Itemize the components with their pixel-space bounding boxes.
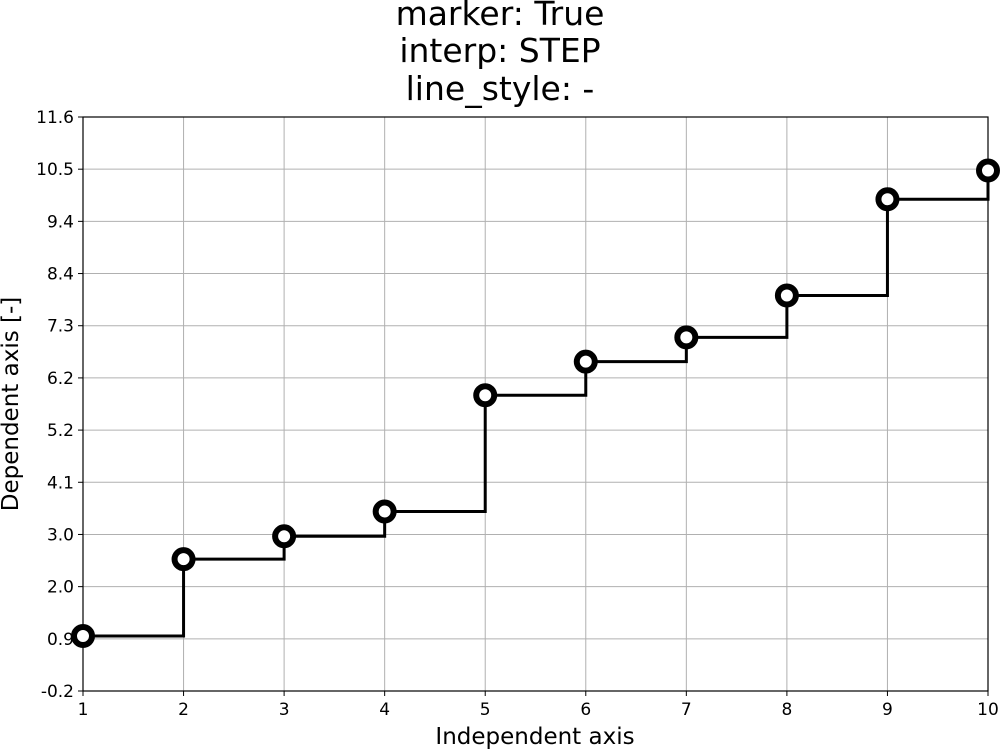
y-tick-label: 8.4 [47,265,74,285]
data-point-marker [473,383,498,408]
grid-lines [82,116,989,692]
data-point-marker [774,283,799,308]
y-tick-label: 5.2 [47,421,74,441]
data-point-marker [674,325,699,350]
y-tick-label: 0.9 [47,630,74,650]
data-point-marker [372,499,397,524]
y-tick-label: 3.0 [47,525,74,545]
x-tick-label: 8 [781,700,792,720]
data-point-marker [71,624,95,649]
data-point-marker [573,349,598,374]
y-tick-label: 6.2 [47,369,74,389]
series-step-line [83,170,990,638]
y-tick-label: 10.5 [36,160,74,180]
y-axis-label: Dependent axis [-] [0,297,24,511]
y-tick-label: 11.6 [36,108,74,128]
title-line-2: interp: STEP [399,31,600,70]
y-tick-label: 2.0 [47,578,74,598]
data-point-marker [976,158,1000,183]
x-tick-label: 2 [178,700,189,720]
title-line-1: marker: True [396,0,605,33]
y-tick-label: 7.3 [47,317,74,337]
x-tick-label: 5 [480,700,491,720]
x-axis-label: Independent axis [435,724,634,750]
chart-title: marker: True interp: STEP line_style: - [396,0,605,108]
x-tick-label: 3 [279,700,290,720]
x-tick-label: 10 [977,700,999,720]
y-tick-label: 9.4 [47,212,74,232]
data-point-marker [875,187,900,212]
x-axis-ticks: 1 2 3 4 5 6 7 8 9 10 [78,691,999,720]
data-point-marker [272,524,297,549]
x-tick-label: 6 [580,700,591,720]
y-axis-ticks: -0.2 0.9 2.0 3.0 4.1 5.2 6.2 7.3 8.4 9.4 10.5 11.6 [36,108,83,702]
data-point-marker [171,547,196,572]
plot-frame [82,116,989,692]
x-tick-label: 9 [882,700,893,720]
data-series [71,158,1000,649]
y-tick-label: 4.1 [47,473,74,493]
x-tick-label: 4 [379,700,390,720]
x-tick-label: 1 [78,700,89,720]
y-tick-label: -0.2 [41,682,74,702]
x-tick-label: 7 [681,700,692,720]
title-line-3: line_style: - [406,69,595,108]
